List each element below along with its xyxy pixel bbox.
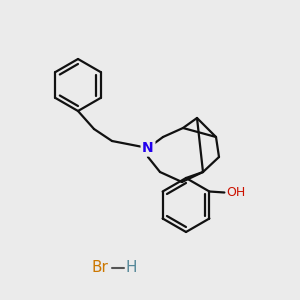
Text: N: N (142, 141, 154, 155)
Text: H: H (125, 260, 137, 275)
Text: OH: OH (226, 186, 246, 199)
Text: Br: Br (92, 260, 108, 275)
